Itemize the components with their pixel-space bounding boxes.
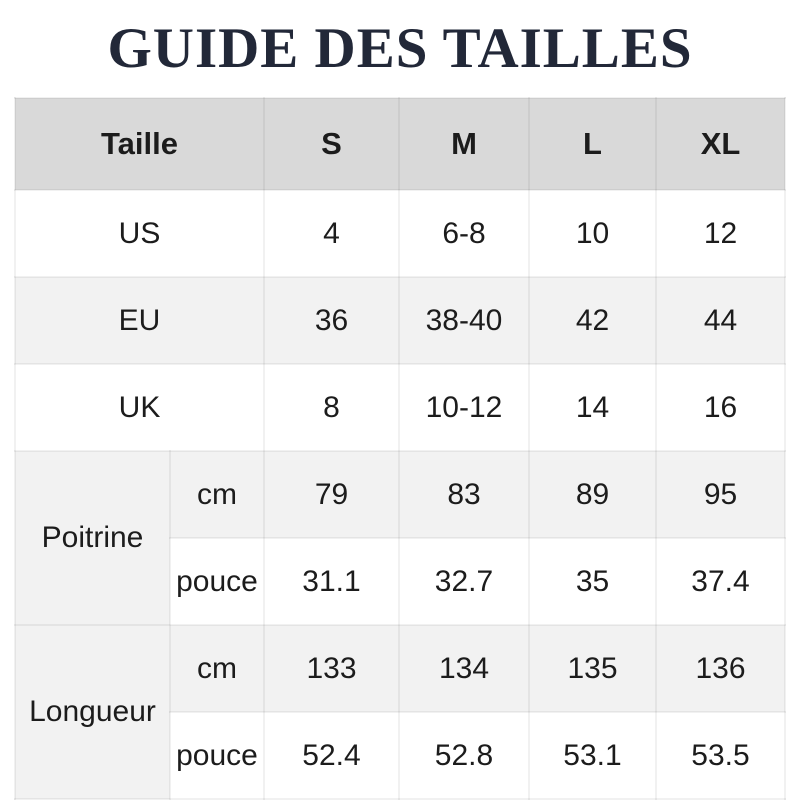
header-cell-size-m: M <box>398 97 530 191</box>
cell-eu-l: 42 <box>528 276 657 365</box>
cell-us-l: 10 <box>528 189 657 278</box>
cell-poitrine-pouce-s: 31.1 <box>263 537 400 626</box>
cell-longueur-pouce-l: 53.1 <box>528 711 657 800</box>
table-row-uk: UK 8 10-12 14 16 <box>14 363 786 452</box>
cell-us-xl: 12 <box>655 189 786 278</box>
cell-uk-s: 8 <box>263 363 400 452</box>
header-cell-size-xl: XL <box>655 97 786 191</box>
cell-longueur-cm-s: 133 <box>263 624 400 713</box>
cell-longueur-pouce-m: 52.8 <box>398 711 530 800</box>
cell-eu-m: 38-40 <box>398 276 530 365</box>
table-row-longueur-cm: Longueur cm 133 134 135 136 <box>14 624 786 800</box>
cell-longueur-cm-m: 134 <box>398 624 530 713</box>
cell-eu-xl: 44 <box>655 276 786 365</box>
cell-poitrine-pouce-m: 32.7 <box>398 537 530 626</box>
header-cell-size-s: S <box>263 97 400 191</box>
cell-poitrine-cm-xl: 95 <box>655 450 786 539</box>
header-cell-size-l: L <box>528 97 657 191</box>
table-row-poitrine-cm: Poitrine cm 79 83 89 95 <box>14 450 786 626</box>
unit-cell-longueur-cm: cm <box>169 624 265 713</box>
cell-us-m: 6-8 <box>398 189 530 278</box>
table-row-us: US 4 6-8 10 12 <box>14 189 786 278</box>
table-header-row: Taille S M L XL <box>14 97 786 191</box>
cell-uk-xl: 16 <box>655 363 786 452</box>
cell-uk-m: 10-12 <box>398 363 530 452</box>
row-label-longueur: Longueur <box>14 624 171 800</box>
unit-cell-poitrine-cm: cm <box>169 450 265 539</box>
size-guide-table: Taille S M L XL US 4 6-8 10 12 EU 36 38-… <box>14 97 786 800</box>
cell-uk-l: 14 <box>528 363 657 452</box>
cell-longueur-cm-l: 135 <box>528 624 657 713</box>
row-label-uk: UK <box>14 363 265 452</box>
page-title: GUIDE DES TAILLES <box>107 17 693 80</box>
cell-longueur-cm-xl: 136 <box>655 624 786 713</box>
row-label-us: US <box>14 189 265 278</box>
row-label-poitrine: Poitrine <box>14 450 171 626</box>
table-row-eu: EU 36 38-40 42 44 <box>14 276 786 365</box>
table-row-longueur-pouce: pouce 52.4 52.8 53.1 53.5 <box>15 711 786 800</box>
cell-longueur-pouce-s: 52.4 <box>263 711 400 800</box>
cell-poitrine-pouce-l: 35 <box>528 537 657 626</box>
header-cell-taille: Taille <box>14 97 265 191</box>
cell-longueur-pouce-xl: 53.5 <box>655 711 786 800</box>
table-row-poitrine-pouce: pouce 31.1 32.7 35 37.4 <box>15 537 786 626</box>
cell-us-s: 4 <box>263 189 400 278</box>
unit-cell-longueur-pouce: pouce <box>169 711 265 800</box>
unit-cell-poitrine-pouce: pouce <box>169 537 265 626</box>
cell-eu-s: 36 <box>263 276 400 365</box>
cell-poitrine-cm-l: 89 <box>528 450 657 539</box>
cell-poitrine-cm-s: 79 <box>263 450 400 539</box>
cell-poitrine-pouce-xl: 37.4 <box>655 537 786 626</box>
row-label-eu: EU <box>14 276 265 365</box>
cell-poitrine-cm-m: 83 <box>398 450 530 539</box>
